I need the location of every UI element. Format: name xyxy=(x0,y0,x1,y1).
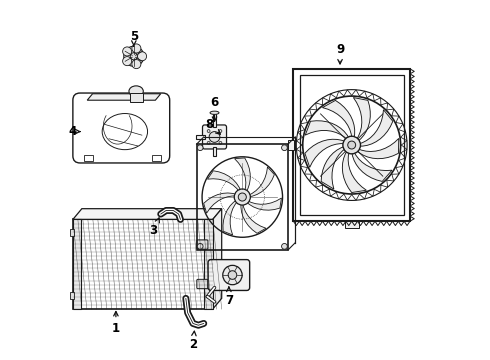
Circle shape xyxy=(124,46,144,66)
Polygon shape xyxy=(343,150,367,193)
Text: 7: 7 xyxy=(225,287,233,307)
Text: 8: 8 xyxy=(205,118,220,134)
Circle shape xyxy=(223,265,242,285)
Polygon shape xyxy=(204,193,238,213)
Text: 4: 4 xyxy=(68,125,80,138)
Polygon shape xyxy=(353,98,370,142)
Polygon shape xyxy=(207,171,241,192)
Polygon shape xyxy=(213,113,216,127)
Circle shape xyxy=(122,57,132,66)
Circle shape xyxy=(197,243,203,249)
Circle shape xyxy=(132,60,141,69)
Polygon shape xyxy=(305,121,349,140)
Polygon shape xyxy=(223,199,238,235)
Circle shape xyxy=(234,189,250,205)
Text: 1: 1 xyxy=(112,311,120,335)
Text: 2: 2 xyxy=(189,331,197,351)
Circle shape xyxy=(228,271,237,279)
Circle shape xyxy=(207,130,210,132)
Polygon shape xyxy=(87,94,161,100)
Polygon shape xyxy=(358,110,393,146)
Polygon shape xyxy=(196,135,205,139)
Circle shape xyxy=(219,130,222,132)
Bar xyxy=(70,292,74,299)
Bar xyxy=(288,140,294,150)
Polygon shape xyxy=(352,151,392,181)
Circle shape xyxy=(122,47,132,56)
Polygon shape xyxy=(305,139,346,167)
Polygon shape xyxy=(73,209,221,220)
Polygon shape xyxy=(235,158,250,193)
Polygon shape xyxy=(247,167,274,197)
Polygon shape xyxy=(321,146,346,189)
Polygon shape xyxy=(204,220,213,309)
Bar xyxy=(300,75,403,215)
Circle shape xyxy=(197,145,203,150)
Ellipse shape xyxy=(129,86,143,96)
Circle shape xyxy=(348,141,356,149)
Bar xyxy=(294,69,410,221)
Circle shape xyxy=(207,141,210,144)
FancyBboxPatch shape xyxy=(202,125,226,149)
Polygon shape xyxy=(245,198,281,210)
Text: 6: 6 xyxy=(210,96,219,121)
Circle shape xyxy=(219,141,222,144)
Text: 3: 3 xyxy=(149,218,159,238)
Text: 9: 9 xyxy=(336,42,344,64)
Circle shape xyxy=(138,52,147,61)
Circle shape xyxy=(282,145,287,150)
Polygon shape xyxy=(356,139,399,159)
Bar xyxy=(84,155,93,161)
Polygon shape xyxy=(213,147,216,156)
Bar xyxy=(130,93,143,102)
Circle shape xyxy=(238,193,246,201)
Polygon shape xyxy=(241,202,266,233)
Bar xyxy=(344,221,359,228)
Polygon shape xyxy=(213,209,221,309)
Circle shape xyxy=(130,53,137,60)
Circle shape xyxy=(343,136,361,154)
Circle shape xyxy=(132,44,141,53)
Circle shape xyxy=(282,243,287,249)
Text: 5: 5 xyxy=(130,30,138,46)
FancyBboxPatch shape xyxy=(197,279,208,289)
Bar xyxy=(196,144,288,250)
Polygon shape xyxy=(73,220,81,309)
Circle shape xyxy=(209,132,220,142)
Bar xyxy=(70,229,74,237)
Ellipse shape xyxy=(210,111,219,114)
FancyBboxPatch shape xyxy=(197,240,208,249)
FancyBboxPatch shape xyxy=(208,260,250,291)
Bar xyxy=(152,155,161,161)
Polygon shape xyxy=(322,100,355,139)
